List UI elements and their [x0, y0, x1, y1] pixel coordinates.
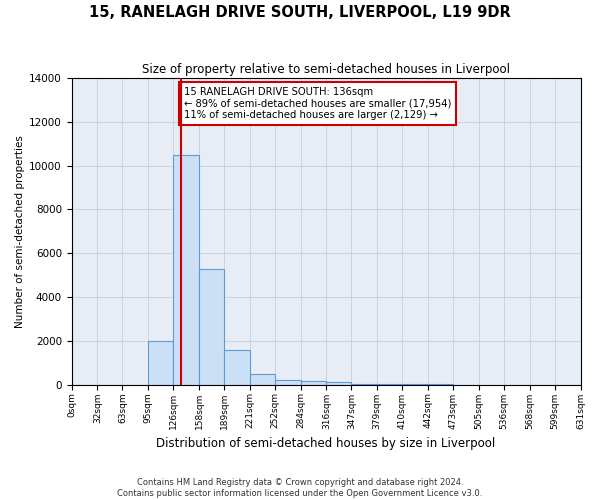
Text: Contains HM Land Registry data © Crown copyright and database right 2024.
Contai: Contains HM Land Registry data © Crown c…	[118, 478, 482, 498]
Bar	[173, 154, 199, 384]
Bar	[148, 341, 173, 384]
Bar	[250, 374, 275, 384]
Bar	[275, 380, 301, 384]
Bar	[224, 350, 250, 384]
X-axis label: Distribution of semi-detached houses by size in Liverpool: Distribution of semi-detached houses by …	[157, 437, 496, 450]
Bar	[326, 382, 352, 384]
Text: 15, RANELAGH DRIVE SOUTH, LIVERPOOL, L19 9DR: 15, RANELAGH DRIVE SOUTH, LIVERPOOL, L19…	[89, 5, 511, 20]
Text: 15 RANELAGH DRIVE SOUTH: 136sqm
← 89% of semi-detached houses are smaller (17,95: 15 RANELAGH DRIVE SOUTH: 136sqm ← 89% of…	[184, 88, 451, 120]
Title: Size of property relative to semi-detached houses in Liverpool: Size of property relative to semi-detach…	[142, 62, 510, 76]
Bar	[301, 382, 326, 384]
Bar	[199, 268, 224, 384]
Y-axis label: Number of semi-detached properties: Number of semi-detached properties	[15, 135, 25, 328]
